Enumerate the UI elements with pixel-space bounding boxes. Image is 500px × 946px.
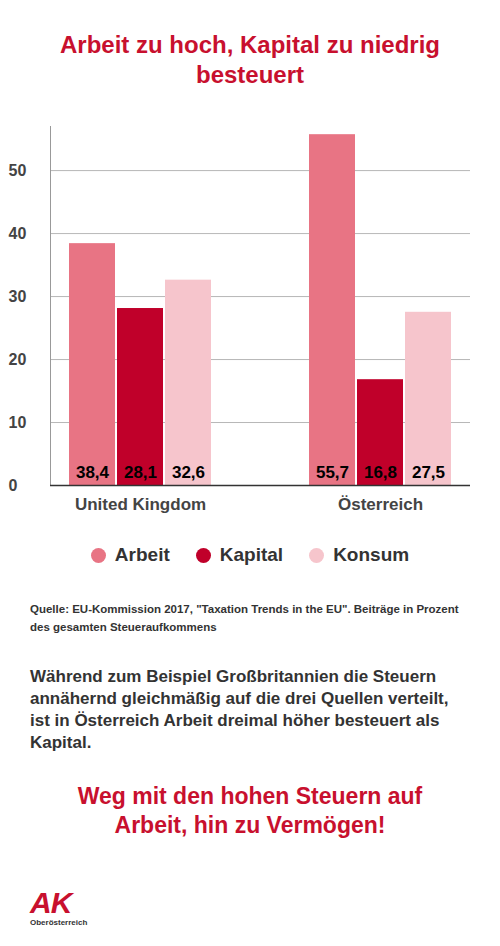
html-text:Kapital: Kapital: [219, 544, 284, 565]
svg-text:0: 0: [9, 477, 18, 494]
html-text:Arbeit zu hoch, Kapital zu nie: Arbeit zu hoch, Kapital zu niedrig beste…: [60, 31, 440, 88]
svg-text:United Kingdom: United Kingdom: [75, 495, 206, 514]
html-text:Weg mit den hohen Steuern auf: Weg mit den hohen Steuern auf Arbeit, hi…: [77, 783, 423, 838]
html-text:Arbeit: Arbeit: [114, 544, 170, 565]
svg-text:20: 20: [9, 351, 27, 368]
svg-text:38,4: 38,4: [76, 463, 110, 482]
svg-text:16,8: 16,8: [364, 463, 397, 482]
svg-text:55,7: 55,7: [316, 463, 349, 482]
html-text:Konsum: Konsum: [333, 544, 410, 565]
html-text:AK: AK: [30, 886, 72, 919]
svg-text:50: 50: [9, 162, 27, 179]
svg-text:28,1: 28,1: [124, 463, 157, 482]
html-text:Quelle: EU-Kommission 2017, "T: Quelle: EU-Kommission 2017, "Taxation Tr…: [30, 603, 459, 633]
svg-text:40: 40: [9, 225, 27, 242]
svg-text:Österreich: Österreich: [338, 495, 423, 514]
svg-text:30: 30: [9, 288, 27, 305]
html-text:Während zum Beispiel Großbrita: Während zum Beispiel Großbritannien die …: [30, 667, 449, 752]
html-text:Oberösterreich: Oberösterreich: [30, 918, 88, 927]
svg-text:27,5: 27,5: [412, 463, 445, 482]
svg-text:32,6: 32,6: [172, 463, 205, 482]
svg-text:10: 10: [9, 414, 27, 431]
